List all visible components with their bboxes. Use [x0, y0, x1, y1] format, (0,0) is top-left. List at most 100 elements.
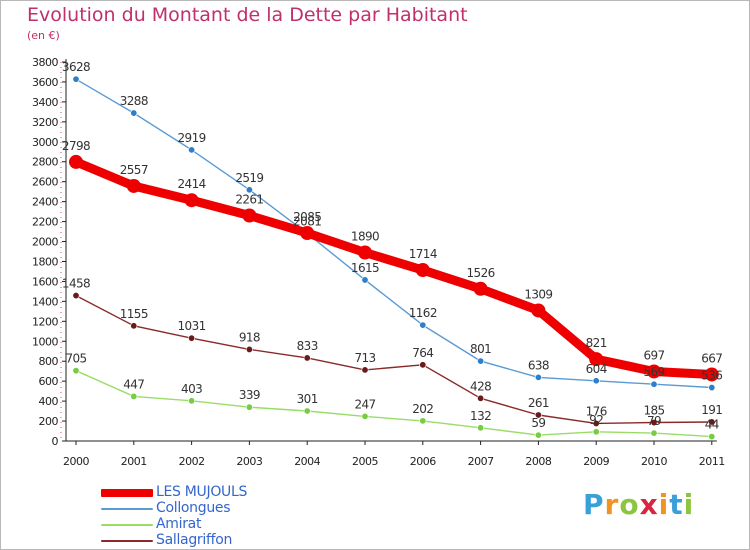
data-label: 79	[647, 414, 661, 428]
data-point	[72, 367, 80, 375]
data-point	[708, 418, 716, 426]
data-point	[130, 109, 138, 117]
data-point	[592, 428, 600, 436]
data-point	[188, 146, 196, 154]
data-point	[188, 334, 196, 342]
logo-letter: o	[619, 488, 640, 521]
data-point	[534, 411, 542, 419]
x-tick-label: 2011	[699, 455, 725, 468]
data-label: 261	[528, 396, 549, 410]
data-point	[242, 208, 257, 223]
data-point	[130, 392, 138, 400]
data-label: 667	[701, 351, 722, 365]
data-label: 1526	[467, 266, 495, 280]
data-point	[650, 419, 658, 427]
legend-swatch	[101, 540, 153, 542]
legend-swatch	[101, 508, 153, 510]
y-tick-label: 200	[39, 415, 59, 428]
logo-letter: i	[658, 488, 670, 521]
x-tick-label: 2003	[236, 455, 262, 468]
data-label: 247	[354, 397, 375, 411]
chart-title: Evolution du Montant de la Dette par Hab…	[27, 4, 468, 26]
data-label: 638	[528, 358, 549, 372]
y-tick-label: 3400	[32, 96, 58, 109]
data-label: 2798	[62, 139, 90, 153]
data-label: 705	[65, 352, 86, 366]
data-label: 2519	[235, 171, 263, 185]
series-lines	[71, 78, 717, 438]
data-point	[650, 380, 658, 388]
data-label: 44	[705, 418, 719, 432]
data-label: 403	[181, 382, 202, 396]
data-point	[361, 366, 369, 374]
y-tick-label: 3800	[32, 56, 58, 69]
data-point	[477, 424, 485, 432]
data-label: 3288	[120, 94, 148, 108]
data-label: 176	[586, 404, 607, 418]
data-label: 801	[470, 342, 491, 356]
legend-swatch	[101, 489, 153, 497]
data-point	[477, 394, 485, 402]
y-tick-label: 1800	[32, 255, 58, 268]
data-label: 918	[239, 330, 260, 344]
data-point	[303, 354, 311, 362]
data-label: 301	[297, 392, 318, 406]
proxiti-logo: Proxiti	[583, 488, 694, 521]
data-point	[419, 417, 427, 425]
data-point	[708, 384, 716, 392]
data-point	[361, 412, 369, 420]
data-point	[592, 377, 600, 385]
data-label: 2919	[178, 131, 206, 145]
data-label: 1890	[351, 229, 379, 243]
y-tick-label: 2000	[32, 236, 58, 249]
data-label: 569	[643, 365, 664, 379]
data-point	[300, 226, 315, 241]
x-tick-label: 2002	[179, 455, 205, 468]
data-label: 833	[297, 339, 318, 353]
data-point	[473, 281, 488, 296]
data-point	[704, 367, 719, 382]
data-point	[126, 178, 141, 193]
data-point	[650, 429, 658, 437]
data-point	[592, 419, 600, 427]
logo-letter: i	[683, 488, 695, 521]
legend-label: Sallagriffon	[156, 532, 233, 548]
data-point	[419, 361, 427, 369]
x-tick-label: 2009	[583, 455, 609, 468]
x-tick-label: 2004	[294, 455, 320, 468]
logo-letter: r	[604, 488, 620, 521]
series-points	[69, 75, 719, 441]
data-label: 1162	[409, 306, 437, 320]
data-label: 713	[354, 351, 375, 365]
data-label: 3628	[62, 60, 90, 74]
x-tick-label: 2000	[63, 455, 89, 468]
x-tick-label: 2010	[641, 455, 667, 468]
y-tick-label: 2800	[32, 156, 58, 169]
data-label: 2414	[178, 177, 206, 191]
data-point	[245, 345, 253, 353]
data-point	[361, 276, 369, 284]
y-tick-label: 0	[52, 435, 59, 448]
chart-subtitle: (en €)	[27, 29, 60, 42]
data-label: 1155	[120, 307, 148, 321]
series-line-amirat	[75, 370, 713, 438]
y-tick-label: 1200	[32, 315, 58, 328]
data-label: 92	[589, 413, 603, 427]
data-label: 536	[701, 369, 722, 383]
data-label: 2261	[235, 192, 263, 206]
y-tick-label: 600	[39, 375, 59, 388]
data-point	[130, 322, 138, 330]
x-tick-label: 2005	[352, 455, 378, 468]
data-label: 185	[643, 404, 664, 418]
data-label: 447	[123, 377, 144, 391]
data-point	[184, 193, 199, 208]
data-point	[245, 186, 253, 194]
data-label: 604	[586, 362, 607, 376]
data-point	[188, 397, 196, 405]
data-label: 2081	[293, 214, 321, 228]
data-point	[358, 245, 372, 260]
data-point	[647, 364, 661, 379]
y-tick-label: 2400	[32, 196, 58, 209]
x-tick-label: 2006	[410, 455, 436, 468]
